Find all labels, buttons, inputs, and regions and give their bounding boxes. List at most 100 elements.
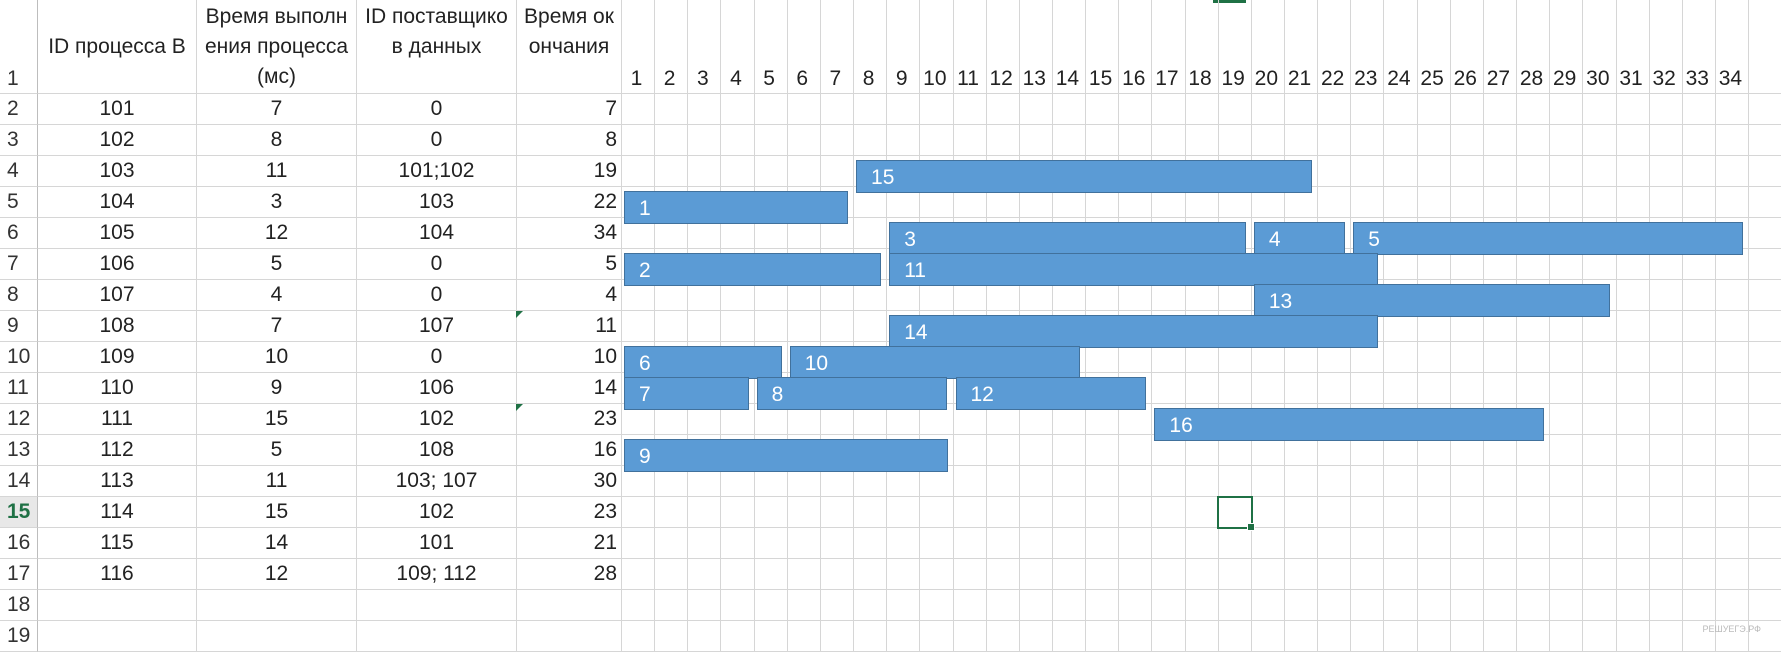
cell-exec-time[interactable]: 7 xyxy=(197,311,357,342)
cell-exec-time[interactable]: 15 xyxy=(197,404,357,435)
gantt-bar[interactable]: 15 xyxy=(856,160,1313,193)
cell-process-id[interactable]: 104 xyxy=(38,187,197,218)
cell-suppliers[interactable]: 101 xyxy=(357,528,517,559)
row-header[interactable]: 9 xyxy=(0,311,38,342)
gantt-bar[interactable]: 16 xyxy=(1154,408,1545,441)
cell-suppliers[interactable]: 102 xyxy=(357,404,517,435)
fill-handle[interactable] xyxy=(1247,523,1255,531)
cell-exec-time[interactable]: 5 xyxy=(197,249,357,280)
gantt-bar[interactable]: 12 xyxy=(955,377,1147,410)
row-header[interactable]: 3 xyxy=(0,125,38,156)
row-header[interactable]: 19 xyxy=(0,621,38,652)
cell-suppliers[interactable]: 102 xyxy=(357,497,517,528)
cell-process-id[interactable]: 101 xyxy=(38,94,197,125)
gantt-bar[interactable]: 9 xyxy=(624,439,948,472)
cell-exec-time[interactable]: 4 xyxy=(197,280,357,311)
row-header[interactable]: 5 xyxy=(0,187,38,218)
cell-end-time[interactable]: 28 xyxy=(517,559,622,590)
cell-suppliers[interactable]: 104 xyxy=(357,218,517,249)
gantt-bar[interactable]: 11 xyxy=(889,253,1379,286)
cell-end-time[interactable]: 19 xyxy=(517,156,622,187)
cell-suppliers[interactable]: 0 xyxy=(357,94,517,125)
cell-exec-time[interactable]: 5 xyxy=(197,435,357,466)
cell-exec-time[interactable]: 15 xyxy=(197,497,357,528)
cell-process-id[interactable]: 115 xyxy=(38,528,197,559)
gantt-bar[interactable]: 3 xyxy=(889,222,1246,255)
cell-process-id[interactable]: 109 xyxy=(38,342,197,373)
gantt-bar[interactable]: 2 xyxy=(624,253,882,286)
gantt-bar[interactable]: 1 xyxy=(624,191,849,224)
cell-exec-time[interactable]: 14 xyxy=(197,528,357,559)
row-header[interactable]: 10 xyxy=(0,342,38,373)
cell-suppliers[interactable]: 103; 107 xyxy=(357,466,517,497)
cell-suppliers[interactable]: 103 xyxy=(357,187,517,218)
cell-end-time[interactable]: 10 xyxy=(517,342,622,373)
gantt-bar[interactable]: 8 xyxy=(756,377,948,410)
cell-end-time[interactable]: 21 xyxy=(517,528,622,559)
cell-exec-time[interactable]: 11 xyxy=(197,156,357,187)
row-header[interactable]: 14 xyxy=(0,466,38,497)
cell-exec-time[interactable]: 12 xyxy=(197,218,357,249)
row-header[interactable]: 8 xyxy=(0,280,38,311)
header-suppliers[interactable]: ID поставщиков данных xyxy=(357,0,517,94)
cell-suppliers[interactable]: 108 xyxy=(357,435,517,466)
cell-process-id[interactable]: 102 xyxy=(38,125,197,156)
row-header[interactable]: 12 xyxy=(0,404,38,435)
row-header[interactable]: 17 xyxy=(0,559,38,590)
row-header[interactable]: 7 xyxy=(0,249,38,280)
cell-process-id[interactable]: 116 xyxy=(38,559,197,590)
cell-exec-time[interactable]: 11 xyxy=(197,466,357,497)
cell-suppliers[interactable]: 0 xyxy=(357,249,517,280)
gantt-bar[interactable]: 4 xyxy=(1253,222,1346,255)
cell-end-time[interactable]: 11 xyxy=(517,311,622,342)
cell-end-time[interactable]: 8 xyxy=(517,125,622,156)
row-header[interactable]: 18 xyxy=(0,590,38,621)
gantt-bar[interactable]: 5 xyxy=(1353,222,1744,255)
cell-end-time[interactable]: 5 xyxy=(517,249,622,280)
cell-process-id[interactable]: 113 xyxy=(38,466,197,497)
cell-suppliers[interactable]: 101;102 xyxy=(357,156,517,187)
cell-process-id[interactable]: 103 xyxy=(38,156,197,187)
cell-process-id[interactable]: 105 xyxy=(38,218,197,249)
cell-process-id[interactable]: 108 xyxy=(38,311,197,342)
cell-exec-time[interactable]: 9 xyxy=(197,373,357,404)
row-header[interactable]: 4 xyxy=(0,156,38,187)
cell-end-time[interactable]: 14 xyxy=(517,373,622,404)
cell-end-time[interactable]: 7 xyxy=(517,94,622,125)
cell-end-time[interactable]: 4 xyxy=(517,280,622,311)
cell-process-id[interactable]: 106 xyxy=(38,249,197,280)
cell-exec-time[interactable]: 3 xyxy=(197,187,357,218)
gantt-bar[interactable]: 13 xyxy=(1253,284,1611,317)
header-exec-time[interactable]: Время выполнения процесса (мс) xyxy=(197,0,357,94)
row-header[interactable]: 15 xyxy=(0,497,38,528)
cell-suppliers[interactable]: 0 xyxy=(357,342,517,373)
row-header[interactable]: 11 xyxy=(0,373,38,404)
cell-process-id[interactable]: 111 xyxy=(38,404,197,435)
row-header[interactable]: 6 xyxy=(0,218,38,249)
cell-suppliers[interactable]: 0 xyxy=(357,125,517,156)
row-header[interactable]: 16 xyxy=(0,528,38,559)
gantt-bar[interactable]: 14 xyxy=(889,315,1379,348)
cell-suppliers[interactable]: 0 xyxy=(357,280,517,311)
cell-process-id[interactable]: 107 xyxy=(38,280,197,311)
cell-end-time[interactable]: 23 xyxy=(517,404,622,435)
cell-suppliers[interactable]: 107 xyxy=(357,311,517,342)
gantt-bar[interactable]: 10 xyxy=(789,346,1081,379)
gantt-bar[interactable]: 6 xyxy=(624,346,782,379)
cell-exec-time[interactable]: 7 xyxy=(197,94,357,125)
row-header[interactable]: 13 xyxy=(0,435,38,466)
header-end-time[interactable]: Время окончания xyxy=(517,0,622,94)
cell-end-time[interactable]: 16 xyxy=(517,435,622,466)
cell-end-time[interactable]: 23 xyxy=(517,497,622,528)
cell-end-time[interactable]: 30 xyxy=(517,466,622,497)
gantt-bar[interactable]: 7 xyxy=(624,377,749,410)
cell-exec-time[interactable]: 12 xyxy=(197,559,357,590)
cell-suppliers[interactable]: 109; 112 xyxy=(357,559,517,590)
cell-process-id[interactable]: 110 xyxy=(38,373,197,404)
selected-cell[interactable] xyxy=(1217,496,1255,531)
cell-suppliers[interactable]: 106 xyxy=(357,373,517,404)
row-header[interactable]: 1 xyxy=(0,0,38,94)
cell-process-id[interactable]: 112 xyxy=(38,435,197,466)
cell-exec-time[interactable]: 10 xyxy=(197,342,357,373)
